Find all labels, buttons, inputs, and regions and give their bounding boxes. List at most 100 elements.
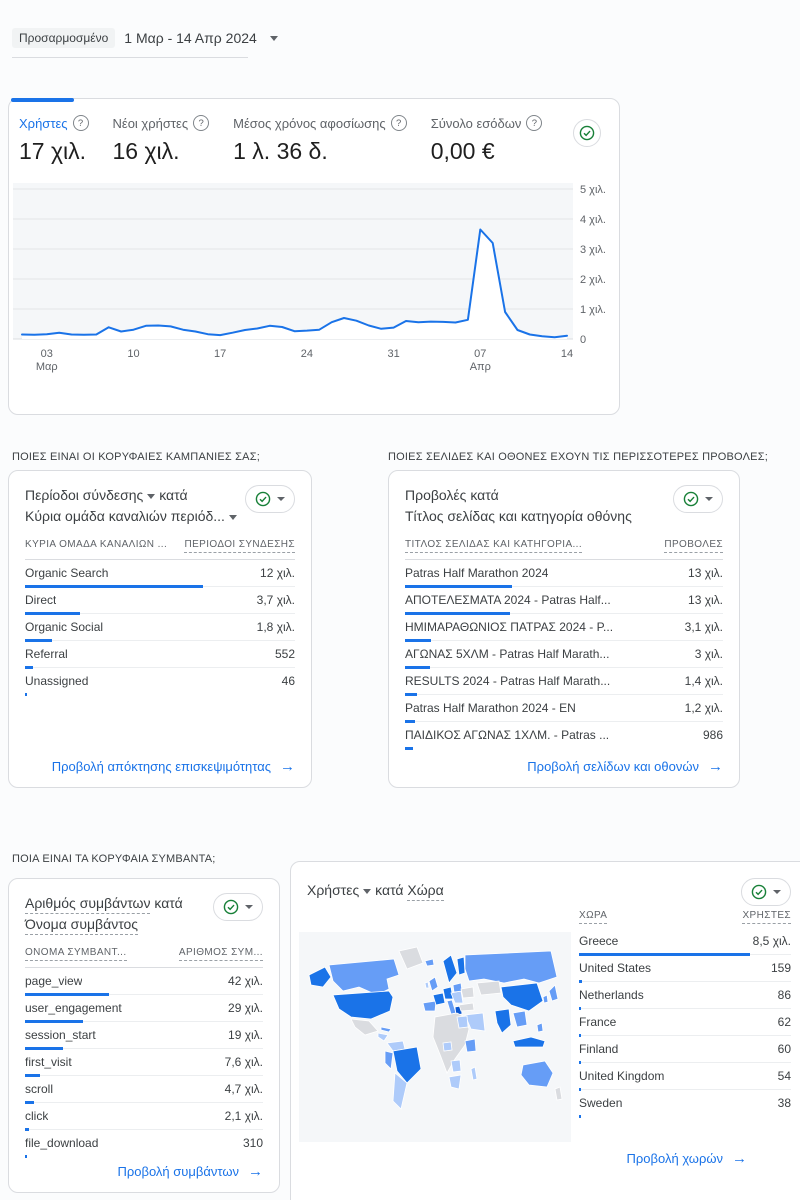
row-bar: [405, 693, 417, 696]
metric-avg-engagement-time[interactable]: Μέσος χρόνος αφοσίωσης? 1 λ. 36 δ.: [233, 115, 407, 165]
x-axis-label: 31: [387, 348, 399, 360]
help-icon[interactable]: ?: [193, 115, 210, 131]
dropdown-caret-icon[interactable]: [228, 514, 237, 520]
row-bar: [579, 980, 582, 983]
help-icon[interactable]: ?: [72, 115, 89, 131]
view-countries-link[interactable]: Προβολή χωρών →: [626, 1150, 747, 1167]
row-value: 46: [281, 674, 295, 688]
row-value: 29 χιλ.: [228, 1001, 263, 1015]
table-row: first_visit 7,6 χιλ.: [25, 1049, 263, 1077]
row-label: page_view: [25, 974, 83, 988]
metric-selector[interactable]: Χρήστες: [307, 882, 360, 898]
metric-selector[interactable]: Περίοδοι σύνδεσης: [25, 487, 144, 503]
row-value: 62: [777, 1015, 791, 1029]
y-axis-label: 2 χιλ.: [580, 274, 606, 286]
insight-status-button[interactable]: [741, 878, 791, 906]
overview-card: Χρήστες? 17 χιλ. Νέοι χρήστες? 16 χιλ. Μ…: [8, 98, 620, 415]
y-axis-label: 0: [580, 334, 586, 346]
section-title-pages: ΠΟΙΕΣ ΣΕΛΙΔΕΣ ΚΑΙ ΟΘΟΝΕΣ ΕΧΟΥΝ ΤΙΣ ΠΕΡΙΣ…: [388, 451, 768, 463]
column-header-metric[interactable]: ΠΕΡΙΟΔΟΙ ΣΥΝΔΕΣΗΣ: [184, 539, 295, 553]
dropdown-caret-icon: [277, 497, 285, 501]
insight-status-button[interactable]: [245, 485, 295, 513]
column-header-dimension[interactable]: ΚΥΡΙΑ ΟΜΑΔΑ ΚΑΝΑΛΙΩΝ ...: [25, 539, 168, 550]
date-range-value[interactable]: 1 Μαρ - 14 Απρ 2024: [124, 30, 257, 46]
row-label: Greece: [579, 934, 619, 948]
table-row: ΗΜΙΜΑΡΑΘΩΝΙΟΣ ΠΑΤΡΑΣ 2024 - P... 3,1 χιλ.: [405, 614, 723, 642]
row-label: Organic Search: [25, 566, 109, 580]
dropdown-caret-icon[interactable]: [363, 888, 372, 894]
metric-label: Μέσος χρόνος αφοσίωσης: [233, 115, 386, 131]
completion-check-icon: [683, 491, 699, 507]
help-icon[interactable]: ?: [526, 115, 543, 131]
card-title: Προβολές κατά Τίτλος σελίδας και κατηγορ…: [405, 485, 632, 527]
join-word: κατά: [154, 895, 183, 911]
row-label: Patras Half Marathon 2024 - EN: [405, 701, 576, 715]
completion-check-icon: [223, 899, 239, 915]
metric-selector[interactable]: Προβολές: [405, 487, 467, 503]
metric-label: Χρήστες: [19, 115, 68, 131]
view-acquisition-link[interactable]: Προβολή απόκτησης επισκεψιμότητας →: [51, 758, 295, 775]
table-row: file_download 310: [25, 1130, 263, 1158]
insight-status-button[interactable]: [213, 893, 263, 921]
metric-total-revenue[interactable]: Σύνολο εσόδων? 0,00 €: [431, 115, 543, 165]
row-bar: [579, 1007, 581, 1010]
table-row: Sweden 38: [579, 1090, 791, 1118]
dropdown-caret-icon[interactable]: [269, 35, 278, 41]
completion-check-icon: [751, 884, 767, 900]
metric-value: 1 λ. 36 δ.: [233, 138, 328, 164]
date-range-bar[interactable]: Προσαρμοσμένο 1 Μαρ - 14 Απρ 2024: [12, 28, 278, 48]
campaigns-table: Organic Search 12 χιλ. Direct 3,7 χιλ. Organ…: [25, 559, 295, 696]
row-bar: [25, 1020, 83, 1023]
row-bar: [25, 693, 27, 696]
row-value: 552: [274, 647, 295, 661]
row-value: 4,7 χιλ.: [224, 1082, 263, 1096]
help-icon[interactable]: ?: [390, 115, 407, 131]
row-value: 86: [777, 988, 791, 1002]
row-label: Sweden: [579, 1096, 623, 1110]
row-label: United Kingdom: [579, 1069, 665, 1083]
row-label: Direct: [25, 593, 57, 607]
row-bar: [579, 1061, 581, 1064]
column-header-metric[interactable]: ΑΡΙΘΜΟΣ ΣΥΜ...: [178, 947, 263, 961]
column-header-metric[interactable]: ΧΡΗΣΤΕΣ: [742, 910, 791, 924]
table-row: Patras Half Marathon 2024 13 χιλ.: [405, 560, 723, 588]
dimension-selector[interactable]: Κύρια ομάδα καναλιών περιόδ...: [25, 508, 225, 524]
column-header-metric[interactable]: ΠΡΟΒΟΛΕΣ: [664, 539, 723, 553]
row-value: 2,1 χιλ.: [224, 1109, 263, 1123]
row-label: France: [579, 1015, 617, 1029]
data-quality-check-button[interactable]: [573, 119, 601, 147]
table-row: Greece 8,5 χιλ.: [579, 928, 791, 956]
column-header-dimension[interactable]: ΤΙΤΛΟΣ ΣΕΛΙΔΑΣ ΚΑΙ ΚΑΤΗΓΟΡΙΑ...: [405, 539, 583, 553]
row-bar: [25, 1155, 27, 1158]
dimension-selector[interactable]: Χώρα: [407, 882, 444, 901]
row-label: Organic Social: [25, 620, 104, 634]
row-label: ΠΑΙΔΙΚΟΣ ΑΓΩΝΑΣ 1ΧΛΜ. - Patras ...: [405, 728, 610, 742]
table-row: session_start 19 χιλ.: [25, 1022, 263, 1050]
table-row: Netherlands 86: [579, 982, 791, 1010]
column-header-dimension[interactable]: ΟΝΟΜΑ ΣΥΜΒΑΝΤ...: [25, 947, 127, 961]
card-title: Αριθμός συμβάντων κατά Όνομα συμβάντος: [25, 893, 183, 935]
row-value: 1,4 χιλ.: [684, 674, 723, 688]
dropdown-caret-icon[interactable]: [147, 493, 156, 499]
table-row: Finland 60: [579, 1036, 791, 1064]
row-value: 12 χιλ.: [260, 566, 295, 580]
dimension-selector[interactable]: Τίτλος σελίδας και κατηγορία οθόνης: [405, 508, 632, 524]
metric-users[interactable]: Χρήστες? 17 χιλ.: [19, 115, 89, 165]
column-header-dimension[interactable]: ΧΩΡΑ: [579, 910, 608, 924]
view-events-link[interactable]: Προβολή συμβάντων →: [117, 1163, 263, 1180]
metric-new-users[interactable]: Νέοι χρήστες? 16 χιλ.: [113, 115, 210, 165]
metric-summary-row: Χρήστες? 17 χιλ. Νέοι χρήστες? 16 χιλ. Μ…: [19, 115, 543, 165]
dropdown-caret-icon: [773, 890, 781, 894]
completion-check-icon: [255, 491, 271, 507]
section-title-campaigns: ΠΟΙΕΣ ΕΙΝΑΙ ΟΙ ΚΟΡΥΦΑΙΕΣ ΚΑΜΠΑΝΙΕΣ ΣΑΣ;: [12, 451, 260, 463]
view-pages-link[interactable]: Προβολή σελίδων και οθονών →: [527, 758, 723, 775]
row-value: 3,7 χιλ.: [256, 593, 295, 607]
insight-status-button[interactable]: [673, 485, 723, 513]
x-axis-label: 07: [474, 348, 486, 360]
dimension-selector[interactable]: Όνομα συμβάντος: [25, 916, 139, 935]
row-value: 54: [777, 1069, 791, 1083]
y-axis-label: 1 χιλ.: [580, 304, 606, 316]
table-row: user_engagement 29 χιλ.: [25, 995, 263, 1023]
metric-selector[interactable]: Αριθμός συμβάντων: [25, 895, 151, 914]
table-row: click 2,1 χιλ.: [25, 1103, 263, 1131]
